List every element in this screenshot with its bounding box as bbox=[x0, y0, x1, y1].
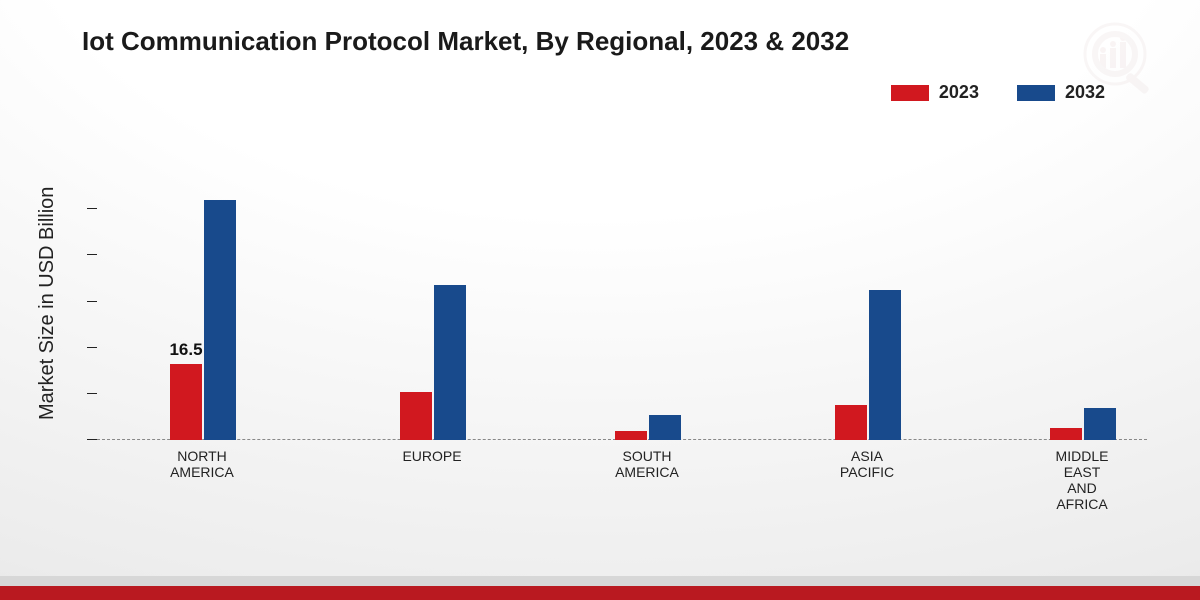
legend: 2023 2032 bbox=[891, 82, 1105, 103]
footer-divider-red bbox=[0, 586, 1200, 600]
x-axis-label-na: NORTH AMERICA bbox=[132, 448, 272, 480]
bar-2032-mea bbox=[1084, 408, 1116, 440]
bar-2023-eu bbox=[400, 392, 432, 440]
x-axis-label-sa: SOUTH AMERICA bbox=[577, 448, 717, 480]
legend-label-2032: 2032 bbox=[1065, 82, 1105, 103]
bar-2023-mea bbox=[1050, 428, 1082, 440]
bar-2032-na bbox=[204, 200, 236, 440]
legend-item-2032: 2032 bbox=[1017, 82, 1105, 103]
bar-2032-sa bbox=[649, 415, 681, 440]
y-tick bbox=[87, 439, 97, 440]
legend-item-2023: 2023 bbox=[891, 82, 979, 103]
bar-2032-eu bbox=[434, 285, 466, 440]
legend-swatch-2032 bbox=[1017, 85, 1055, 101]
bar-2023-ap bbox=[835, 405, 867, 440]
legend-swatch-2023 bbox=[891, 85, 929, 101]
plot-area: 16.5 bbox=[97, 140, 1147, 440]
y-axis-label: Market Size in USD Billion bbox=[36, 187, 59, 420]
chart-title: Iot Communication Protocol Market, By Re… bbox=[82, 26, 849, 57]
x-axis-label-mea: MIDDLE EAST AND AFRICA bbox=[1012, 448, 1152, 512]
y-tick bbox=[87, 208, 97, 209]
y-tick bbox=[87, 347, 97, 348]
x-axis-label-eu: EUROPE bbox=[362, 448, 502, 464]
bar-2023-na bbox=[170, 364, 202, 440]
y-tick bbox=[87, 254, 97, 255]
y-tick bbox=[87, 301, 97, 302]
legend-label-2023: 2023 bbox=[939, 82, 979, 103]
y-tick bbox=[87, 393, 97, 394]
bar-2023-sa bbox=[615, 431, 647, 440]
x-axis-labels: NORTH AMERICA EUROPE SOUTH AMERICA ASIA PAC… bbox=[97, 448, 1147, 548]
bar-2032-ap bbox=[869, 290, 901, 440]
footer-divider-grey bbox=[0, 576, 1200, 586]
y-ticks bbox=[97, 140, 1147, 440]
chart-container: Iot Communication Protocol Market, By Re… bbox=[0, 0, 1200, 600]
x-axis-label-ap: ASIA PACIFIC bbox=[797, 448, 937, 480]
